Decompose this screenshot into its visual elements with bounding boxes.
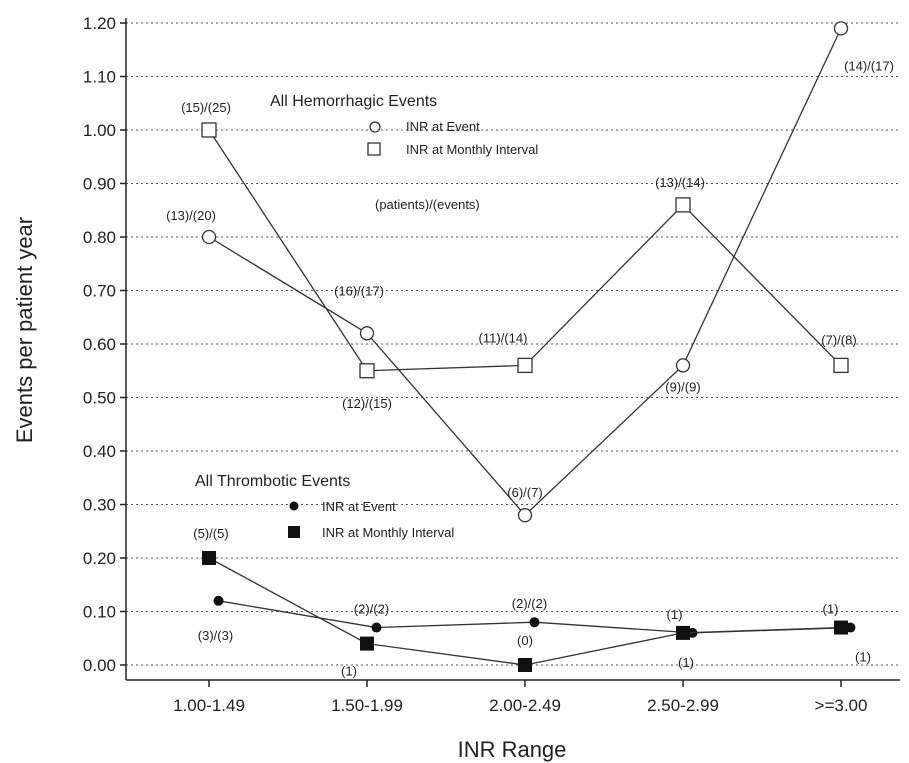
y-tick-label: 0.50 (83, 389, 116, 408)
data-point-open-circle (833, 21, 849, 36)
legend-marker-filled-circle (289, 501, 299, 511)
y-tick-label: 0.00 (83, 656, 116, 675)
data-point-filled-square (676, 625, 690, 640)
data-label: (11)/(14) (479, 330, 528, 345)
data-label: (2)/(2) (354, 602, 389, 617)
legend-marker-filled-square (288, 526, 300, 538)
data-point-filled-square (518, 658, 532, 672)
y-axis-ticks: 0.00 0.10 0.20 0.30 0.40 0.50 0.60 0.70 0.80 0.90… (83, 14, 126, 675)
data-label: (1) (855, 650, 871, 665)
x-tick-label: 2.50-2.99 (647, 696, 719, 715)
legend-entry-hem-monthly: INR at Monthly Interval (406, 142, 538, 157)
legends: All Hemorrhagic Events INR at Event INR … (195, 93, 538, 540)
x-tick-label: 2.00-2.49 (489, 696, 561, 715)
legend-title-hemorrhagic: All Hemorrhagic Events (270, 93, 437, 110)
x-axis-label: INR Range (458, 737, 567, 762)
data-point-filled-circle (213, 595, 224, 606)
data-label: (16)/(17) (334, 283, 384, 298)
data-label: (1) (678, 655, 694, 670)
data-label: (2)/(2) (512, 596, 547, 611)
data-point-open-square (359, 363, 375, 379)
legend-entry-hem-event: INR at Event (406, 119, 480, 134)
grid-lines (126, 22, 900, 666)
y-tick-label: 1.00 (83, 121, 116, 140)
data-point-open-circle (517, 508, 533, 523)
y-tick-label: 0.60 (83, 335, 116, 354)
x-tick-label: 1.00-1.49 (173, 696, 245, 715)
y-tick-label: 1.10 (83, 68, 116, 87)
legend-title-thrombotic: All Thrombotic Events (195, 473, 350, 490)
data-point-filled-square (834, 620, 848, 635)
data-label: (14)/(17) (844, 58, 894, 73)
data-label: (7)/(8) (821, 332, 856, 347)
y-tick-label: 0.90 (83, 175, 116, 194)
x-tick-label: 1.50-1.99 (331, 696, 403, 715)
y-tick-label: 0.40 (83, 442, 116, 461)
point-labels: (13)/(20) (16)/(17) (6)/(7) (9)/(9) (14)/(17… (166, 58, 894, 678)
data-label: (13)/(20) (166, 208, 216, 223)
y-tick-label: 0.10 (83, 603, 116, 622)
data-label: (13)/(14) (655, 175, 705, 190)
data-point-filled-circle (529, 617, 540, 628)
legend-marker-open-circle (369, 121, 381, 133)
data-point-filled-circle (371, 622, 382, 633)
legend-entry-thr-monthly: INR at Monthly Interval (322, 525, 454, 540)
x-axis-ticks: 1.00-1.49 1.50-1.99 2.00-2.49 2.50-2.99 >=3.… (173, 680, 867, 715)
y-tick-label: 1.20 (83, 14, 116, 33)
data-label: (3)/(3) (198, 628, 233, 643)
legend-marker-open-square (367, 142, 381, 156)
data-label: (1) (823, 602, 839, 617)
legend-note-patients-events: (patients)/(events) (375, 197, 480, 212)
legend-entry-thr-event: INR at Event (322, 499, 396, 514)
data-label: (12)/(15) (342, 396, 392, 411)
data-point-open-circle (675, 358, 691, 373)
data-point-filled-square (360, 636, 374, 651)
data-point-filled-square (202, 551, 216, 565)
y-tick-label: 0.70 (83, 282, 116, 301)
y-tick-label: 0.80 (83, 228, 116, 247)
data-label: (1) (667, 607, 683, 622)
y-axis-label: Events per patient year (12, 217, 37, 443)
data-point-open-square (675, 197, 691, 213)
data-point-open-square (201, 122, 217, 138)
data-point-open-square (517, 357, 533, 374)
data-label: (5)/(5) (193, 526, 228, 541)
data-label: (0) (517, 633, 533, 648)
data-label: (1) (341, 664, 357, 679)
data-label: (6)/(7) (507, 485, 542, 500)
data-point-open-circle (201, 229, 217, 245)
series (201, 21, 856, 672)
data-point-open-circle (359, 326, 375, 341)
data-label: (9)/(9) (665, 379, 700, 394)
axes (125, 18, 900, 681)
data-point-open-square (833, 357, 849, 374)
data-label: (15)/(25) (181, 100, 231, 115)
y-tick-label: 0.30 (83, 496, 116, 515)
y-tick-label: 0.20 (83, 549, 116, 568)
x-tick-label: >=3.00 (815, 696, 868, 715)
